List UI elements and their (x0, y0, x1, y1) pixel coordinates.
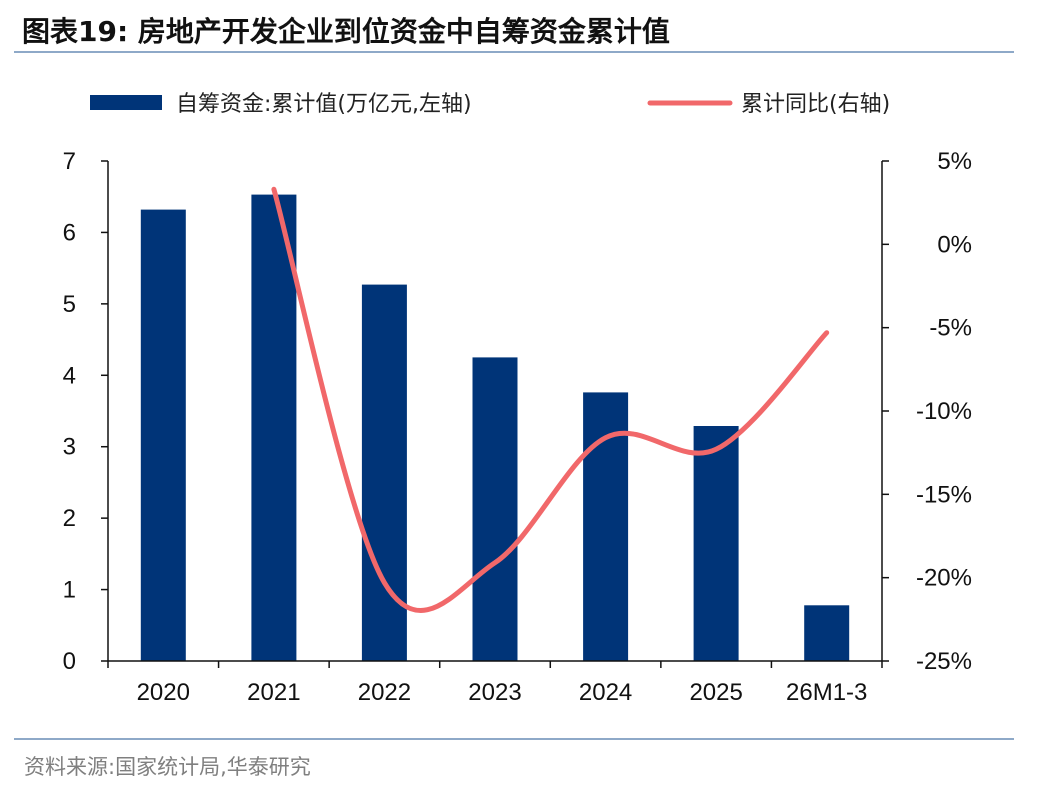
bar-2023 (472, 357, 518, 661)
left-tick-label: 5 (63, 291, 76, 318)
right-tick-label: -20% (916, 565, 972, 592)
left-tick-label: 6 (63, 219, 76, 246)
chart-title: 图表19: 房地产开发企业到位资金中自筹资金累计值 (22, 15, 670, 48)
right-tick-label: -5% (929, 315, 972, 342)
left-tick-label: 2 (63, 505, 76, 532)
bar-26M1-3 (804, 605, 850, 661)
right-tick-label: 0% (937, 231, 972, 258)
x-tick-label: 2025 (689, 679, 742, 706)
x-tick-label: 2023 (468, 679, 521, 706)
x-tick-label: 26M1-3 (786, 679, 867, 706)
legend: 自筹资金:累计值(万亿元,左轴) 累计同比(右轴) (90, 92, 890, 117)
line-series-yoy (271, 186, 830, 613)
bar-series (140, 194, 850, 661)
bar-2021 (251, 194, 297, 661)
left-tick-label: 0 (63, 648, 76, 675)
right-axis-ticks: -25% -20% -15% -10% -5% 0% 5% (882, 148, 972, 675)
left-tick-label: 7 (63, 148, 76, 175)
left-tick-label: 4 (63, 362, 76, 389)
x-tick-label: 2020 (137, 679, 190, 706)
left-axis-ticks: 0 1 2 3 4 5 6 7 (63, 148, 108, 675)
bar-2020 (140, 209, 186, 661)
right-tick-label: -10% (916, 398, 972, 425)
left-tick-label: 3 (63, 434, 76, 461)
x-axis-ticks: 2020 2021 2022 2023 2024 2025 26M1-3 (107, 661, 883, 706)
legend-bar-swatch (90, 95, 162, 110)
legend-bar-label: 自筹资金:累计值(万亿元,左轴) (176, 92, 472, 117)
left-tick-label: 1 (63, 577, 76, 604)
bar-2025 (693, 426, 739, 661)
x-tick-label: 2022 (358, 679, 411, 706)
right-tick-label: 5% (937, 148, 972, 175)
legend-line-label: 累计同比(右轴) (741, 92, 890, 117)
right-tick-label: -15% (916, 481, 972, 508)
x-tick-label: 2021 (247, 679, 300, 706)
right-tick-label: -25% (916, 648, 972, 675)
source-note: 资料来源:国家统计局,华泰研究 (24, 755, 311, 779)
line-series-layer (271, 186, 830, 613)
x-tick-label: 2024 (579, 679, 632, 706)
